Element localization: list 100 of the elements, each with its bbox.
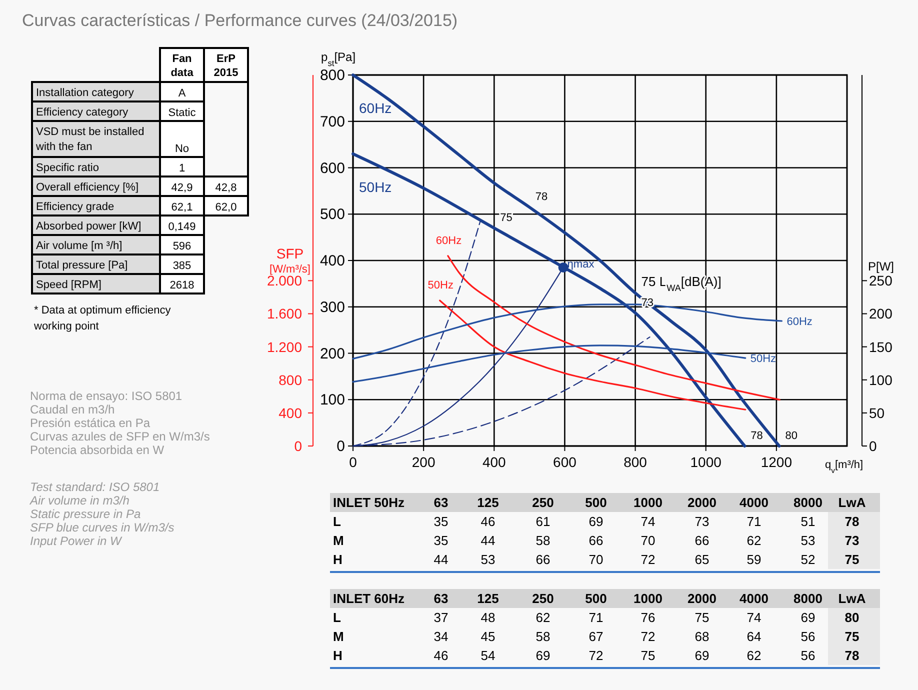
x-tick-label: 63 (434, 591, 448, 606)
data-label: 65 (694, 552, 710, 567)
y-tick-label: L (333, 514, 341, 529)
text: No (174, 143, 190, 155)
series-label: 60Hz (786, 316, 812, 328)
data-label: 72 (640, 552, 656, 567)
y-tick-label: M (333, 533, 344, 548)
data-label: 74 (640, 514, 656, 529)
data-label: 58 (536, 629, 550, 644)
data-label: 52 (800, 552, 816, 567)
text: 1 (178, 162, 186, 174)
chart-title: INLET 60Hz (333, 591, 406, 606)
data-label: 58 (536, 533, 550, 548)
text: Presión estática en Pa (30, 416, 150, 430)
text: 62,0 (215, 202, 237, 214)
y2-tick-label: 400 (278, 404, 302, 421)
data-label: 76 (640, 610, 656, 625)
category-label: Total pressure [Pa] (36, 260, 128, 272)
data-label: 46 (480, 514, 496, 529)
category-label: Speed [RPM] (36, 279, 102, 291)
data-label: 68 (694, 629, 710, 644)
data-label: 48 (480, 610, 496, 625)
data-label: 75 (844, 552, 860, 567)
data-label: 75 (694, 610, 710, 625)
text: A (178, 88, 186, 100)
x-tick-label: 200 (412, 454, 436, 470)
data-label: 35 (434, 533, 448, 548)
annotation: 78 (750, 430, 763, 442)
text: 2618 (170, 280, 194, 292)
y2-tick-label: 800 (278, 372, 302, 388)
x-tick-label: LwA (838, 591, 866, 606)
data-label: 53 (800, 533, 816, 548)
x-tick-label: 800 (624, 454, 648, 470)
text: 62,1 (171, 202, 193, 214)
data-label: 44 (480, 533, 496, 548)
data-label: 69 (588, 514, 604, 529)
text: 42,8 (215, 182, 237, 194)
y-tick-label: H (333, 648, 342, 663)
data-label: 66 (536, 552, 550, 567)
chart-title: Curvas características / Performance curves (24/03/2015) (22, 11, 458, 30)
y-tick-label: 700 (320, 113, 345, 130)
series-label: 50Hz (750, 353, 776, 366)
category-label: Specific ratio (36, 162, 99, 174)
data-label: 44 (434, 552, 448, 567)
text: Static (168, 107, 196, 119)
y3-tick-label: 50 (869, 404, 885, 421)
series-label: ηmax (567, 258, 595, 270)
y-tick-label: 600 (320, 160, 345, 177)
y-tick-label: H (333, 552, 342, 567)
y-axis-title: p$_{st}$[Pa] (321, 50, 356, 68)
y3-axis-title: P[W] (868, 260, 894, 274)
x-tick-label: 4000 (740, 495, 768, 510)
category-label: Absorbed power [kW] (36, 220, 142, 232)
data-label: 80 (844, 610, 860, 625)
data-label: 64 (746, 629, 762, 644)
data-label: 69 (536, 648, 550, 663)
x-tick-label: 1000 (690, 454, 722, 470)
text: Caudal en m3/h (30, 402, 115, 416)
data-label: 56 (800, 648, 816, 663)
data-label: 54 (480, 648, 496, 663)
text: * Data at optimum efficiency working point (33, 304, 172, 332)
data-label: 62 (746, 648, 762, 663)
x-axis-title: q$_{v}$[m³/h] (825, 459, 864, 474)
x-tick-label: 1000 (634, 495, 662, 510)
y3-tick-label: 250 (869, 272, 893, 289)
category-label: Efficiency grade (36, 201, 114, 213)
x-tick-label: 8000 (794, 495, 822, 510)
category-label: Efficiency category (36, 106, 128, 118)
series-label: 50Hz (428, 280, 454, 292)
y3-tick-label: 0 (869, 438, 877, 454)
data-label: 78 (844, 648, 860, 663)
data-label: 69 (800, 610, 816, 625)
series-label: 50Hz (359, 178, 392, 195)
text: Norma de ensayo: ISO 5801 (30, 389, 182, 403)
category-label: Installation category (36, 87, 134, 99)
data-label: 71 (746, 514, 762, 529)
x-tick-label: 500 (585, 495, 607, 510)
data-label: 46 (434, 648, 448, 663)
text: Curvas azules de SFP en W/m3/s (30, 430, 210, 444)
data-label: 61 (536, 514, 550, 529)
text: Air volume in m3/h (29, 494, 130, 508)
y2-tick-label: 1.600 (266, 306, 302, 322)
category-label: Overall efficiency [%] (36, 182, 139, 194)
y-tick-label: 100 (320, 392, 345, 409)
data-label: 37 (434, 610, 448, 625)
x-tick-label: LwA (838, 495, 866, 510)
y-tick-label: 400 (320, 252, 345, 270)
text: Static pressure in Pa (30, 507, 142, 521)
y-tick-label: M (333, 629, 344, 644)
y3-tick-label: 100 (869, 372, 893, 388)
text: SFP blue curves in W/m3/s (30, 520, 174, 534)
x-tick-label: 400 (482, 454, 506, 470)
text: Potencia absorbida en W (30, 443, 165, 457)
data-label: 70 (588, 552, 604, 567)
chart-title: INLET 50Hz (333, 495, 406, 510)
x-tick-label: 250 (532, 495, 554, 510)
data-label: 62 (536, 610, 550, 625)
category-label: ErP 2015 (214, 53, 238, 79)
x-tick-label: 0 (349, 454, 358, 470)
category-label: Air volume [m ³/h] (36, 240, 122, 252)
